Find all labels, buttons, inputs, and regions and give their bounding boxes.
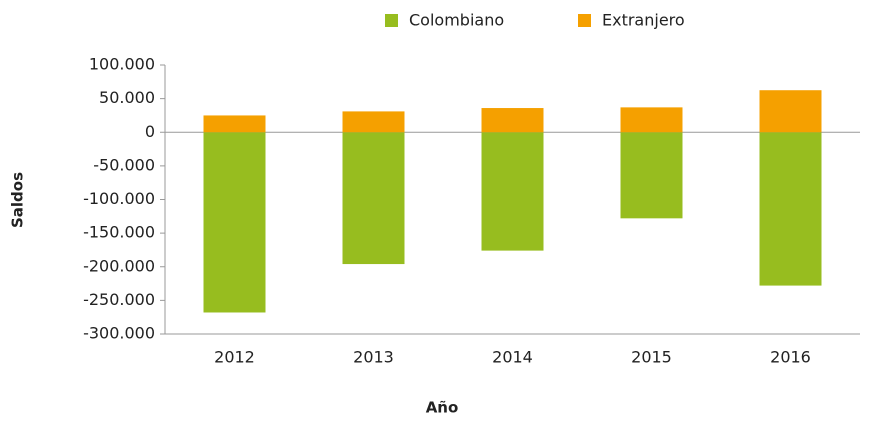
bar bbox=[481, 108, 544, 133]
bar bbox=[620, 107, 683, 133]
y-tick-label: -50.000 bbox=[93, 155, 155, 174]
y-tick-label: -150.000 bbox=[83, 223, 155, 242]
bar bbox=[203, 132, 266, 313]
bar bbox=[342, 132, 405, 265]
bar bbox=[759, 132, 822, 286]
x-tick-label: 2012 bbox=[214, 348, 255, 367]
y-tick-label: -100.000 bbox=[83, 189, 155, 208]
y-tick-label: -250.000 bbox=[83, 290, 155, 309]
bar bbox=[342, 111, 405, 133]
bar bbox=[481, 132, 544, 251]
x-tick-label: 2015 bbox=[631, 348, 672, 367]
legend-swatch bbox=[385, 14, 398, 27]
y-tick-label: 50.000 bbox=[99, 88, 155, 107]
legend-swatch bbox=[578, 14, 591, 27]
x-tick-label: 2016 bbox=[770, 348, 811, 367]
legend-label: Colombiano bbox=[409, 11, 504, 30]
y-tick-label: 0 bbox=[145, 122, 155, 141]
bar bbox=[620, 132, 683, 219]
y-tick-label: -200.000 bbox=[83, 256, 155, 275]
x-tick-label: 2014 bbox=[492, 348, 533, 367]
legend-label: Extranjero bbox=[602, 11, 685, 30]
bar bbox=[203, 115, 266, 133]
y-tick-label: -300.000 bbox=[83, 324, 155, 343]
y-tick-label: 100.000 bbox=[89, 55, 155, 74]
y-axis-title: Saldos bbox=[9, 172, 27, 228]
x-tick-label: 2013 bbox=[353, 348, 394, 367]
bar bbox=[759, 90, 822, 133]
x-axis-title: Año bbox=[426, 399, 459, 417]
